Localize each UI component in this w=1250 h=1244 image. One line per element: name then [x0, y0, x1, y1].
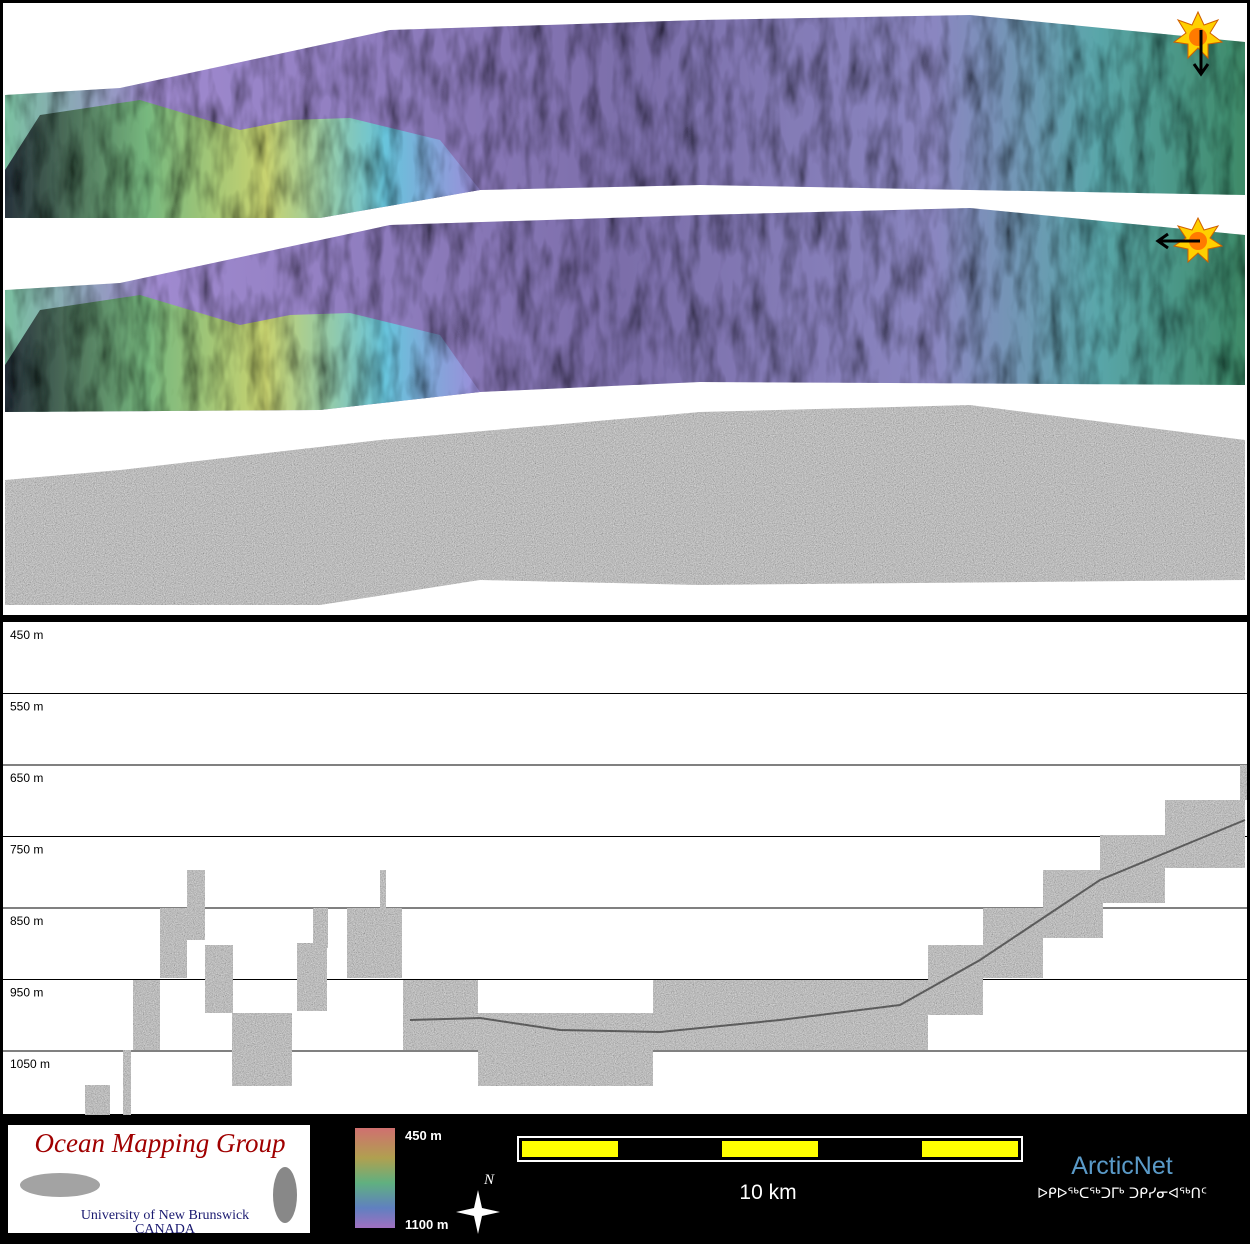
depth-label: 950 m	[10, 986, 43, 1000]
colorbar-top: 450 m	[405, 1128, 442, 1143]
logo-shape	[273, 1167, 297, 1223]
depth-label: 550 m	[10, 700, 43, 714]
sun-icon	[1155, 10, 1224, 264]
scale-label: 10 km	[739, 1181, 796, 1204]
seafloor-reflector	[409, 819, 1246, 1034]
country: CANADA	[135, 1222, 196, 1237]
swath-west-lit	[5, 208, 1245, 412]
sub-bottom-profile	[85, 765, 1247, 1115]
colorbar-bottom: 1100 m	[405, 1217, 448, 1232]
partner: ArcticNet	[1071, 1152, 1172, 1180]
swath-north-lit	[5, 15, 1245, 218]
depth-label: 1050 m	[10, 1057, 50, 1071]
scale-segment	[722, 1141, 818, 1157]
scale-segment	[522, 1141, 618, 1157]
colorbar	[355, 1128, 395, 1228]
logo-shape	[20, 1173, 100, 1197]
scale-segment	[922, 1141, 1018, 1157]
organization: Ocean Mapping Group	[35, 1128, 286, 1158]
swath-backscatter	[5, 405, 1245, 605]
depth-label: 850 m	[10, 914, 43, 928]
depth-label: 650 m	[10, 771, 43, 785]
depth-label: 750 m	[10, 843, 43, 857]
compass	[456, 1190, 500, 1234]
university: University of New Brunswick	[81, 1208, 249, 1223]
partner-syllabics: ᐅᑭᐅᖅᑕᖅᑐᒥᒃ ᑐᑭᓯᓂᐊᖅᑎᑦ	[1037, 1186, 1207, 1202]
depth-label: 450 m	[10, 628, 43, 642]
north-label: N	[483, 1172, 495, 1188]
